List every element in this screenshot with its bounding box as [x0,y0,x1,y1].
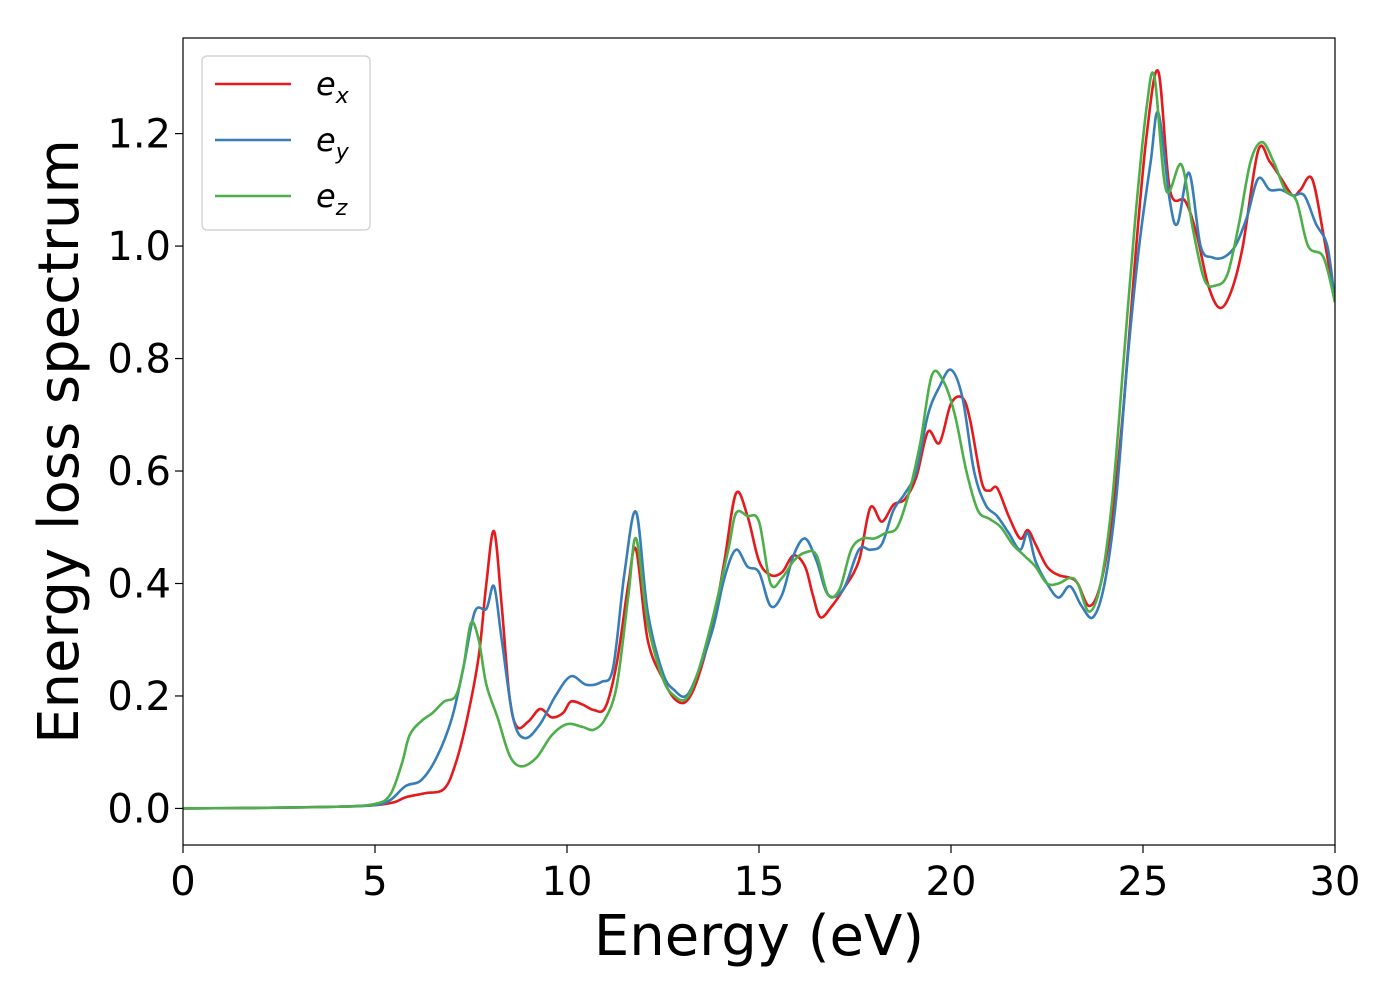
y-tick-label: 0.0 [107,786,171,832]
x-axis: 0 5 10 15 20 25 30 [170,845,1360,905]
x-tick-label: 25 [1118,859,1169,905]
x-axis-title: Energy (eV) [594,904,924,969]
legend-label: ex [316,65,350,109]
x-tick-label: 30 [1310,859,1361,905]
y-tick-label: 1.0 [107,224,171,270]
series-line-e-z [183,71,1335,810]
y-tick-label: 0.8 [107,337,171,383]
y-tick-label: 1.2 [107,112,171,158]
x-tick-label: 10 [542,859,593,905]
series-layer [183,69,1335,810]
x-tick-label: 15 [734,859,785,905]
y-axis-title: Energy loss spectrum [27,139,92,744]
y-tick-label: 0.2 [107,674,171,720]
y-tick-label: 0.6 [107,449,171,495]
series-line-e-y [183,110,1335,810]
x-tick-label: 20 [926,859,977,905]
x-tick-label: 0 [170,859,195,905]
legend-label: ey [316,121,350,165]
y-axis: 0.0 0.2 0.4 0.6 0.8 1.0 1.2 [107,112,183,832]
y-tick-label: 0.4 [107,561,171,607]
legend-box [201,55,371,231]
legend-label: ez [316,177,348,221]
x-tick-label: 5 [362,859,387,905]
legend: ex ey ez [201,55,371,231]
